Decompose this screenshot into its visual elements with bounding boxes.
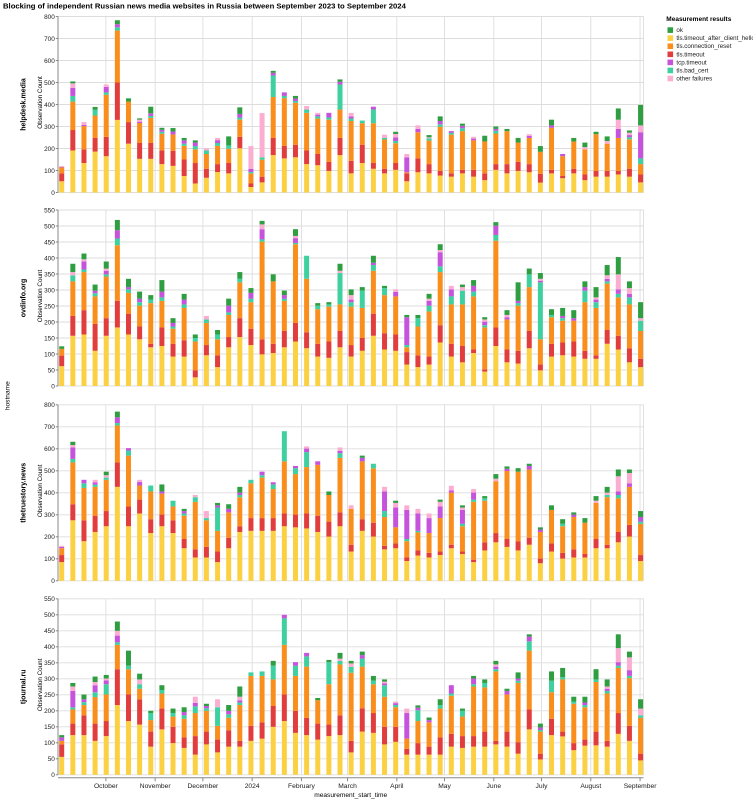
- svg-text:0: 0: [51, 383, 55, 390]
- svg-text:200: 200: [44, 708, 55, 715]
- svg-text:300: 300: [44, 512, 55, 519]
- svg-text:500: 500: [44, 80, 55, 87]
- svg-text:measurement_start_time: measurement_start_time: [314, 792, 387, 799]
- svg-text:100: 100: [44, 740, 55, 747]
- svg-text:Blocking of independent Russia: Blocking of independent Russian news med…: [3, 1, 407, 10]
- svg-text:Observation Count: Observation Count: [37, 270, 44, 323]
- svg-text:March: March: [338, 783, 357, 790]
- svg-text:550: 550: [44, 596, 55, 603]
- svg-text:July: July: [536, 783, 549, 790]
- svg-text:150: 150: [44, 724, 55, 731]
- svg-text:450: 450: [44, 628, 55, 635]
- svg-text:August: August: [580, 783, 601, 790]
- svg-text:150: 150: [44, 335, 55, 342]
- svg-text:400: 400: [44, 102, 55, 109]
- svg-text:600: 600: [44, 446, 55, 453]
- svg-text:tjournal.ru: tjournal.ru: [21, 669, 28, 704]
- svg-text:tcp.timeout: tcp.timeout: [676, 59, 707, 66]
- svg-text:400: 400: [44, 644, 55, 651]
- svg-text:Observation Count: Observation Count: [37, 658, 44, 711]
- svg-text:tls.timeout: tls.timeout: [676, 51, 704, 58]
- svg-text:ok: ok: [676, 27, 683, 34]
- svg-text:ovdinfo.org: ovdinfo.org: [21, 279, 28, 318]
- svg-text:0: 0: [51, 772, 55, 779]
- svg-text:200: 200: [44, 319, 55, 326]
- svg-text:November: November: [140, 783, 172, 790]
- svg-text:250: 250: [44, 303, 55, 310]
- svg-text:Measurement results: Measurement results: [666, 16, 731, 23]
- svg-text:October: October: [94, 783, 119, 790]
- svg-text:December: December: [187, 783, 219, 790]
- svg-text:100: 100: [44, 351, 55, 358]
- svg-text:500: 500: [44, 612, 55, 619]
- svg-text:May: May: [438, 783, 451, 790]
- svg-text:400: 400: [44, 490, 55, 497]
- svg-text:Observation Count: Observation Count: [37, 464, 44, 517]
- svg-text:0: 0: [51, 578, 55, 585]
- svg-text:800: 800: [44, 14, 55, 21]
- svg-text:other failures: other failures: [676, 76, 712, 83]
- svg-text:800: 800: [44, 402, 55, 409]
- svg-text:tls.connection_reset: tls.connection_reset: [676, 43, 731, 50]
- svg-text:February: February: [288, 783, 315, 790]
- svg-text:helpdesk.media: helpdesk.media: [21, 78, 28, 131]
- svg-text:April: April: [390, 783, 404, 790]
- svg-text:450: 450: [44, 239, 55, 246]
- svg-text:300: 300: [44, 676, 55, 683]
- svg-text:600: 600: [44, 58, 55, 65]
- svg-text:2024: 2024: [245, 783, 260, 790]
- svg-text:500: 500: [44, 468, 55, 475]
- svg-text:550: 550: [44, 207, 55, 214]
- svg-text:100: 100: [44, 168, 55, 175]
- svg-text:350: 350: [44, 660, 55, 667]
- svg-text:700: 700: [44, 424, 55, 431]
- svg-text:100: 100: [44, 556, 55, 563]
- svg-text:50: 50: [48, 756, 56, 763]
- svg-text:250: 250: [44, 692, 55, 699]
- svg-text:50: 50: [48, 367, 56, 374]
- svg-text:700: 700: [44, 36, 55, 43]
- svg-text:September: September: [624, 783, 657, 790]
- svg-text:400: 400: [44, 255, 55, 262]
- svg-text:tls.timeout_after_client_hello: tls.timeout_after_client_hello: [676, 35, 753, 42]
- svg-text:0: 0: [51, 190, 55, 197]
- svg-text:Observation Count: Observation Count: [37, 76, 44, 129]
- svg-text:200: 200: [44, 534, 55, 541]
- svg-text:350: 350: [44, 271, 55, 278]
- svg-text:June: June: [487, 783, 502, 790]
- svg-text:300: 300: [44, 124, 55, 131]
- svg-text:hostname: hostname: [5, 381, 12, 410]
- svg-text:300: 300: [44, 287, 55, 294]
- svg-text:500: 500: [44, 223, 55, 230]
- svg-text:200: 200: [44, 146, 55, 153]
- svg-text:tls.bad_cert: tls.bad_cert: [676, 67, 708, 74]
- svg-text:thetruestory.news: thetruestory.news: [21, 463, 28, 523]
